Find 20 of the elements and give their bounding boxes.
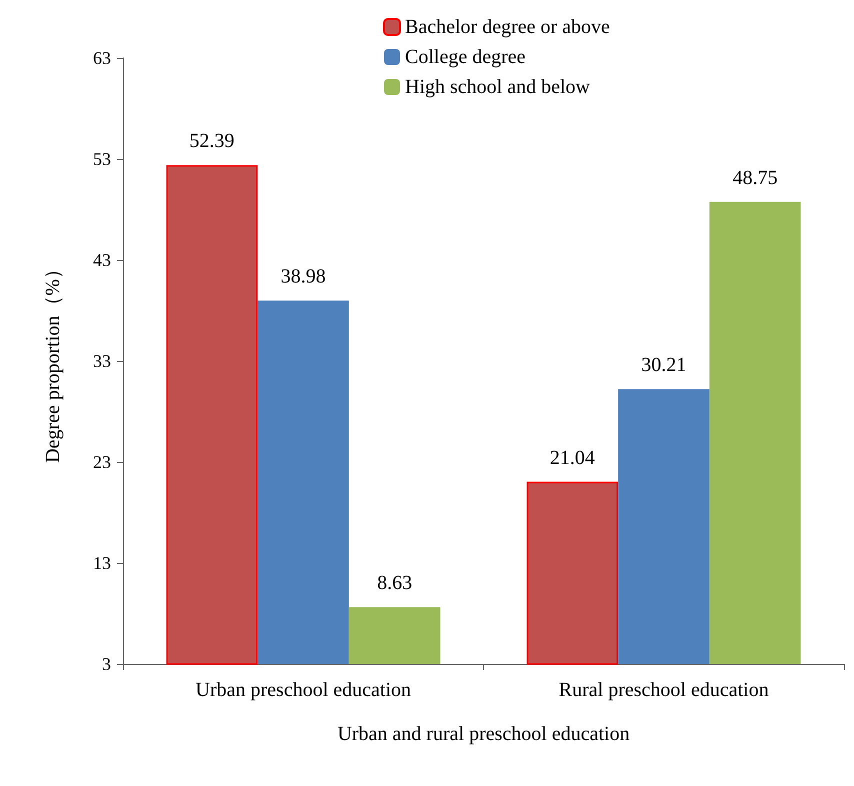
x-axis-title: Urban and rural preschool education xyxy=(337,723,630,745)
data-label: 8.63 xyxy=(377,572,412,594)
y-tick-label: 13 xyxy=(93,553,111,573)
data-label: 21.04 xyxy=(550,446,595,469)
data-label: 38.98 xyxy=(280,266,326,288)
y-tick-label: 33 xyxy=(93,351,111,371)
legend-label: High school and below xyxy=(405,76,591,98)
legend-label: College degree xyxy=(405,46,526,68)
y-tick-label: 3 xyxy=(102,654,111,674)
y-axis-title: Degree proportion（%） xyxy=(42,259,64,463)
data-label: 52.39 xyxy=(189,130,234,152)
legend-label: Bachelor degree or above xyxy=(405,16,610,38)
x-tick-label: Urban preschool education xyxy=(196,679,411,701)
data-label: 30.21 xyxy=(641,354,686,376)
y-tick-label: 63 xyxy=(93,48,111,68)
y-tick-label: 43 xyxy=(93,250,111,270)
y-tick-label: 53 xyxy=(93,149,111,169)
x-tick-label: Rural preschool education xyxy=(558,679,769,701)
data-label: 48.75 xyxy=(732,166,778,189)
y-tick-label: 23 xyxy=(93,452,111,472)
